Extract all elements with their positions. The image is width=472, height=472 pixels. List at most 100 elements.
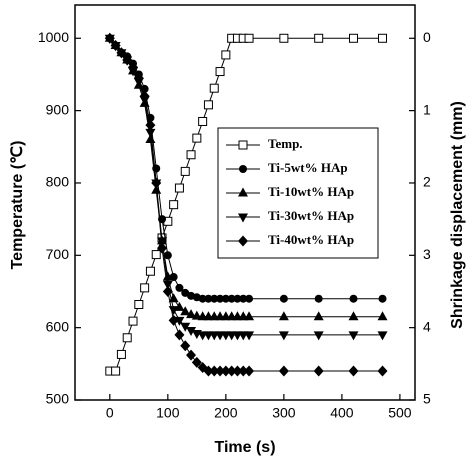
marker — [244, 311, 255, 321]
legend-marker — [238, 213, 248, 223]
marker — [180, 166, 190, 176]
marker — [122, 333, 132, 343]
marker — [128, 316, 138, 326]
marker — [278, 311, 289, 321]
marker — [279, 33, 289, 43]
y2-tick-label: 4 — [423, 318, 431, 334]
legend-marker — [238, 187, 248, 197]
marker — [198, 116, 208, 126]
marker — [348, 331, 359, 341]
y2-tick-label: 0 — [423, 29, 431, 45]
marker — [145, 266, 155, 276]
marker — [134, 300, 144, 310]
marker — [349, 294, 358, 303]
y-tick-label: 800 — [46, 174, 70, 190]
x-tick-label: 100 — [156, 405, 180, 421]
marker — [175, 283, 184, 292]
marker — [145, 119, 156, 131]
marker — [348, 33, 358, 43]
marker — [186, 327, 197, 337]
marker — [162, 271, 173, 281]
marker — [204, 294, 213, 303]
marker — [210, 294, 219, 303]
y2-tick-label: 5 — [423, 391, 431, 407]
legend-label: Ti-30wt% HAp — [268, 208, 354, 223]
legend-marker — [238, 140, 248, 150]
y2-tick-label: 2 — [423, 174, 431, 190]
x-tick-label: 200 — [214, 405, 238, 421]
marker — [151, 250, 161, 260]
y2-tick-label: 3 — [423, 246, 431, 262]
marker — [244, 331, 255, 341]
marker — [203, 100, 213, 110]
marker — [313, 331, 324, 341]
marker — [110, 40, 121, 52]
marker — [163, 251, 172, 260]
marker — [180, 322, 191, 332]
legend-label: Temp. — [268, 136, 303, 151]
marker — [377, 365, 388, 377]
marker — [191, 356, 202, 368]
marker — [377, 331, 388, 341]
y-tick-label: 600 — [46, 318, 70, 334]
marker — [162, 285, 173, 297]
marker — [186, 309, 197, 319]
marker — [145, 134, 156, 144]
marker — [278, 365, 289, 377]
y-axis-label: Temperature (℃) — [9, 141, 26, 270]
marker — [169, 200, 179, 210]
y-tick-label: 1000 — [38, 29, 69, 45]
marker — [133, 72, 144, 84]
marker — [313, 311, 324, 321]
marker — [140, 283, 150, 293]
x-tick-label: 400 — [330, 405, 354, 421]
legend-marker — [238, 235, 248, 247]
marker — [168, 314, 179, 326]
marker — [151, 177, 162, 189]
marker — [221, 294, 230, 303]
marker — [227, 294, 236, 303]
y-tick-label: 900 — [46, 101, 70, 117]
marker — [128, 61, 139, 73]
marker — [186, 150, 196, 160]
marker — [239, 294, 248, 303]
marker — [151, 184, 162, 194]
y-tick-label: 700 — [46, 246, 70, 262]
marker — [348, 365, 359, 377]
marker — [226, 365, 237, 377]
marker — [192, 133, 202, 143]
marker — [238, 365, 249, 377]
marker — [244, 365, 255, 377]
marker — [180, 306, 191, 316]
marker — [186, 349, 197, 361]
marker — [116, 47, 127, 59]
y2-axis-label: Shrinkage displacement (mm) — [449, 101, 466, 329]
marker — [314, 294, 323, 303]
marker — [378, 294, 387, 303]
marker — [215, 67, 225, 77]
marker — [216, 294, 225, 303]
marker — [122, 54, 133, 66]
legend-marker — [239, 165, 247, 173]
marker — [232, 365, 243, 377]
marker — [245, 294, 254, 303]
x-axis-label: Time (s) — [214, 439, 275, 456]
marker — [203, 365, 214, 377]
marker — [198, 294, 207, 303]
marker — [180, 340, 191, 352]
y2-tick-label: 1 — [423, 101, 431, 117]
marker — [116, 349, 126, 359]
marker — [104, 32, 115, 44]
marker — [157, 242, 168, 254]
marker — [111, 366, 121, 376]
marker — [221, 50, 231, 60]
marker — [174, 329, 185, 341]
marker — [314, 33, 324, 43]
marker — [174, 183, 184, 193]
marker — [279, 294, 288, 303]
marker — [157, 237, 168, 247]
marker — [162, 280, 173, 290]
marker — [209, 83, 219, 93]
marker — [233, 294, 242, 303]
